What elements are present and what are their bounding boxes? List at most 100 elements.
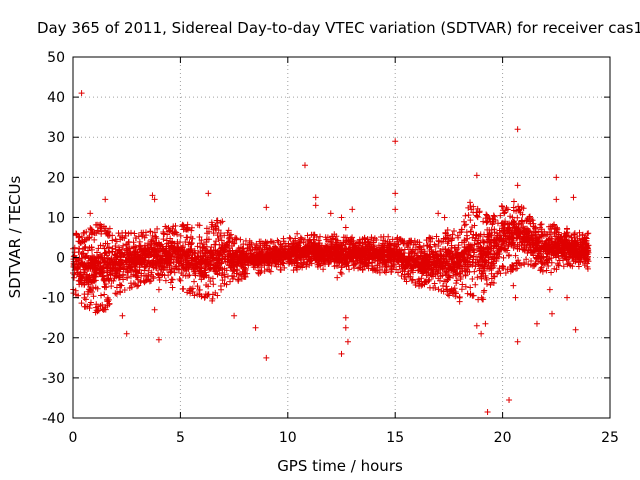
data-point [146,263,153,270]
data-point [576,251,583,258]
data-point [105,276,112,283]
data-point [214,261,221,268]
data-point [467,284,474,291]
data-point [472,235,479,242]
data-point [186,272,193,279]
data-point [115,247,122,254]
data-point [546,241,553,248]
data-point [202,258,209,265]
data-point [125,239,132,246]
data-point [477,245,484,252]
data-point [544,256,551,263]
data-point [338,252,345,259]
data-point [535,250,542,257]
data-point [507,234,514,241]
data-point [159,245,166,252]
data-point [507,213,514,220]
data-point [85,247,92,254]
outlier-point [327,210,334,217]
data-point [75,277,82,284]
data-point [462,212,469,219]
outlier-point [392,190,399,197]
data-point [213,255,220,262]
data-point [510,244,517,251]
data-point [543,237,550,244]
data-point [495,253,502,260]
outlier-point [572,326,579,333]
outlier-point [342,324,349,331]
data-point [114,253,121,260]
data-point [171,240,178,247]
data-point [367,253,374,260]
data-point [465,212,472,219]
data-point [579,231,586,238]
outlier-point [533,320,540,327]
outlier-point [484,408,491,415]
data-point [380,246,387,253]
data-point [178,270,185,277]
data-point [571,244,578,251]
outlier-point [312,194,319,201]
data-point [219,253,226,260]
data-point [377,249,384,256]
data-point [469,275,476,282]
data-point [384,256,391,263]
data-point [242,265,249,272]
data-point [335,245,342,252]
data-point [88,244,95,251]
data-point [387,250,394,257]
data-point [488,226,495,233]
outlier-point [102,196,109,203]
data-point [427,238,434,245]
data-point [423,256,430,263]
outlier-point [123,330,130,337]
data-point [499,219,506,226]
y-tick-label: 30 [47,130,65,146]
data-point [469,234,476,241]
data-point [164,249,171,256]
outlier-point [338,214,345,221]
data-point [372,255,379,262]
data-point [417,244,424,251]
data-point [575,248,582,255]
data-point [490,260,497,267]
data-point [449,261,456,268]
data-point [546,251,553,258]
data-point [142,245,149,252]
data-point [584,230,591,237]
data-point [245,262,252,269]
data-point [488,232,495,239]
data-point [496,246,503,253]
data-point [335,253,342,260]
data-point [266,249,273,256]
data-point [73,266,80,273]
data-point [418,259,425,266]
data-point [236,248,243,255]
data-point [216,250,223,257]
data-point [471,268,478,275]
data-point [505,252,512,259]
data-point [79,260,86,267]
data-point [178,262,185,269]
outlier-point [564,294,571,301]
data-point [273,247,280,254]
data-point [370,248,377,255]
data-point [198,237,205,244]
data-point [408,248,415,255]
data-point [172,263,179,270]
data-point [224,273,231,280]
data-point [180,242,187,249]
data-point [134,249,141,256]
data-point [524,237,531,244]
data-point [495,268,502,275]
outlier-point [78,90,85,97]
data-point [385,233,392,240]
data-point [80,230,87,237]
data-point [528,246,535,253]
y-tick-label: 20 [47,170,65,186]
data-point [529,217,536,224]
data-point [519,229,526,236]
data-point [120,242,127,249]
data-point [505,242,512,249]
data-point [190,268,197,275]
